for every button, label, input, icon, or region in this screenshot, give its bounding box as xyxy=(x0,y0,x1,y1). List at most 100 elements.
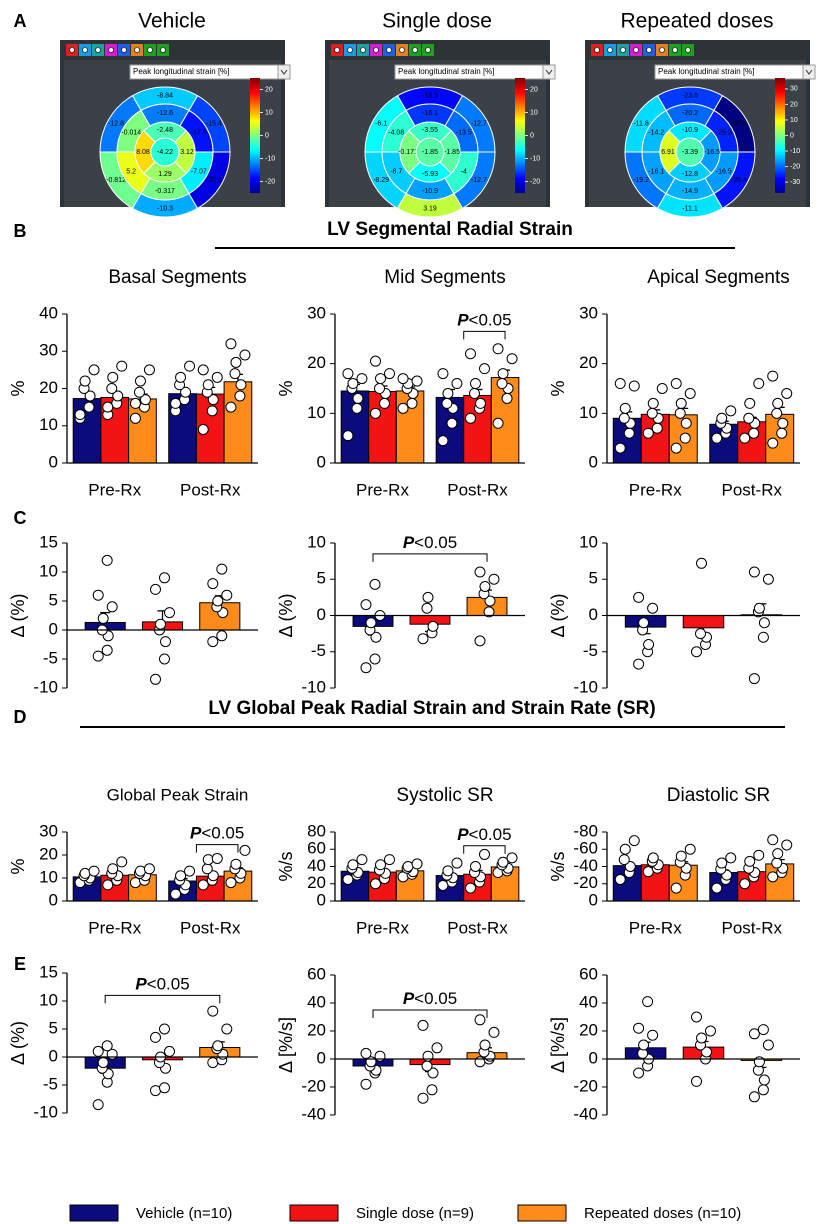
data-point xyxy=(93,1046,103,1056)
y-tick-label: 0 xyxy=(49,619,58,638)
data-point xyxy=(151,1032,161,1042)
data-point xyxy=(371,356,381,366)
data-point xyxy=(212,853,222,863)
data-point xyxy=(160,573,170,583)
y-tick-label: -80 xyxy=(573,821,598,840)
data-point xyxy=(93,590,103,600)
significance-bracket xyxy=(373,1010,487,1018)
data-point xyxy=(676,398,686,408)
data-point xyxy=(480,364,490,374)
data-point xyxy=(357,374,367,384)
data-point xyxy=(634,1068,644,1078)
toolbar-dot xyxy=(673,48,678,53)
data-point xyxy=(615,443,625,453)
segment-label: -8.7 xyxy=(390,168,402,175)
data-point xyxy=(370,579,380,589)
data-point xyxy=(103,880,113,890)
data-point xyxy=(348,860,358,870)
colorbar-label: 0 xyxy=(530,132,534,139)
data-point xyxy=(740,433,750,443)
toolbar-dot xyxy=(70,48,75,53)
data-point xyxy=(428,621,438,631)
data-point xyxy=(130,878,140,888)
data-point xyxy=(102,555,112,565)
data-point xyxy=(634,659,644,669)
data-point xyxy=(176,372,186,382)
dropdown-button xyxy=(543,65,555,79)
data-point xyxy=(343,369,353,379)
toolbar-dot xyxy=(361,48,366,53)
data-point xyxy=(697,1033,707,1043)
y-tick-label: 40 xyxy=(307,992,326,1011)
data-point xyxy=(160,1083,170,1093)
y-tick-label: 0 xyxy=(49,1046,58,1065)
y-tick-label: 5 xyxy=(49,590,58,609)
segment-label: -20.1 xyxy=(206,177,222,184)
data-point xyxy=(619,413,629,423)
significance-p: P xyxy=(457,825,469,844)
y-axis-label: Δ (%) xyxy=(548,593,568,637)
data-point xyxy=(418,1020,428,1030)
y-tick-label: 20 xyxy=(307,353,326,372)
y-tick-label: 0 xyxy=(49,890,58,909)
section-header: LV Global Peak Radial Strain and Strain … xyxy=(208,698,655,719)
segment-label: -4.08 xyxy=(388,129,404,136)
data-point xyxy=(171,398,181,408)
segment-label: -7.07 xyxy=(191,168,207,175)
x-tick-label: Pre-Rx xyxy=(629,480,682,499)
section-header: LV Segmental Radial Strain xyxy=(327,219,573,240)
data-point xyxy=(240,845,250,855)
y-tick-label: 10 xyxy=(579,532,598,551)
colorbar-label: -10 xyxy=(530,155,540,162)
data-point xyxy=(371,408,381,418)
data-point xyxy=(151,1086,161,1096)
data-point xyxy=(745,398,755,408)
data-point xyxy=(207,406,217,416)
x-tick-label: Post-Rx xyxy=(180,480,241,499)
subplot-title: Diastolic SR xyxy=(667,785,770,806)
y-tick-label: 15 xyxy=(39,962,58,981)
toolbar-dot xyxy=(387,48,392,53)
data-point xyxy=(108,864,118,874)
data-point xyxy=(231,357,241,367)
colorbar-label: -10 xyxy=(265,155,275,162)
data-point xyxy=(348,379,358,389)
segment-label: -4.22 xyxy=(157,149,173,156)
subplot-title: Systolic SR xyxy=(396,785,493,806)
data-point xyxy=(240,350,250,360)
data-point xyxy=(717,858,727,868)
data-point xyxy=(489,1027,499,1037)
segment-label: 8.08 xyxy=(136,149,150,156)
segment-label: -10.9 xyxy=(682,127,698,134)
subplot-title: Basal Segments xyxy=(108,267,246,288)
y-tick-label: -20 xyxy=(573,1076,598,1095)
data-point xyxy=(203,855,213,865)
dropdown-button xyxy=(803,65,815,79)
data-point xyxy=(620,403,630,413)
colorbar-label: 10 xyxy=(265,109,273,116)
data-point xyxy=(782,388,792,398)
colorbar-label: 0 xyxy=(790,132,794,139)
data-point xyxy=(629,836,639,846)
data-point xyxy=(361,600,371,610)
y-tick-label: 0 xyxy=(589,605,598,624)
data-point xyxy=(117,361,127,371)
data-point xyxy=(768,438,778,448)
data-point xyxy=(697,558,707,568)
colorbar-label: -20 xyxy=(265,178,275,185)
y-axis-label: % xyxy=(8,858,28,874)
data-point xyxy=(427,1085,437,1095)
data-point xyxy=(749,1029,759,1039)
legend-label: Vehicle (n=10) xyxy=(136,1205,232,1222)
data-point xyxy=(103,402,113,412)
data-point xyxy=(681,418,691,428)
segment-label: 6.91 xyxy=(661,149,675,156)
y-tick-label: 5 xyxy=(49,1018,58,1037)
data-point xyxy=(117,857,127,867)
significance-value: <0.05 xyxy=(469,311,512,330)
y-tick-label: 40 xyxy=(579,992,598,1011)
data-point xyxy=(361,1079,371,1089)
data-point xyxy=(107,384,117,394)
data-point xyxy=(380,398,390,408)
x-tick-label: Post-Rx xyxy=(447,918,508,937)
